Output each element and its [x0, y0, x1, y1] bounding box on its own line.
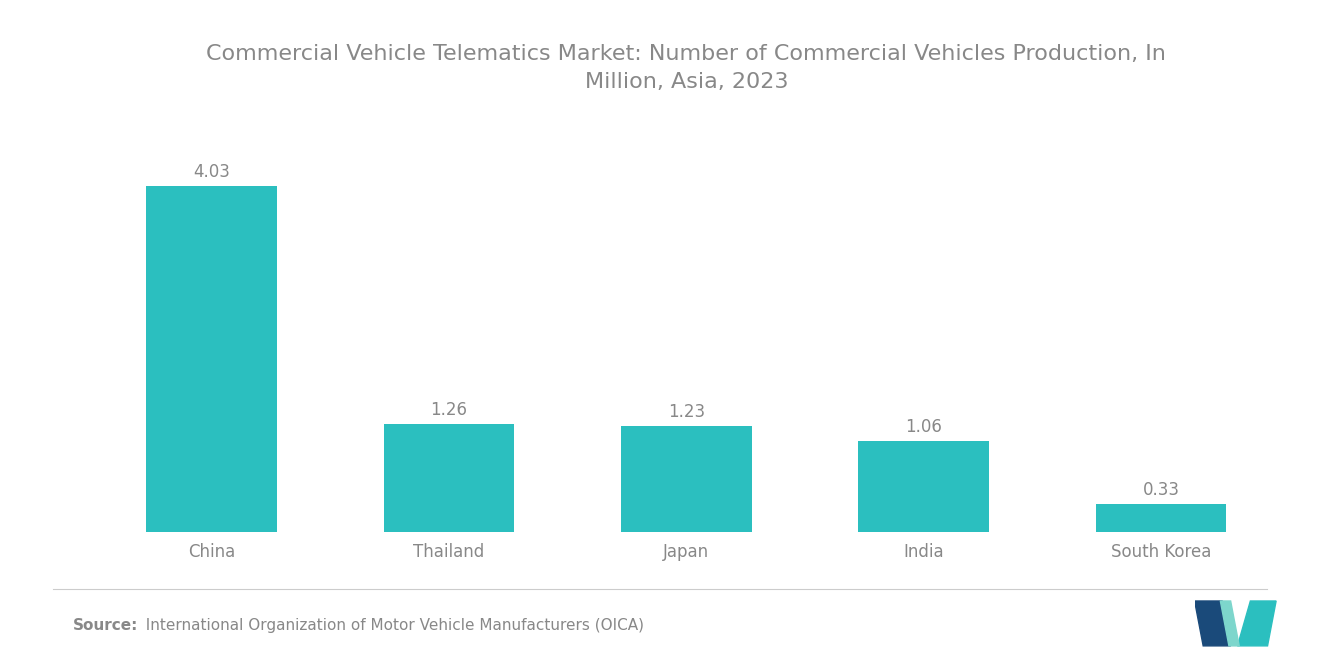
- Bar: [622, 426, 751, 532]
- Text: 1.06: 1.06: [906, 418, 942, 436]
- Polygon shape: [1195, 601, 1230, 646]
- Polygon shape: [1238, 601, 1276, 646]
- Text: 1.23: 1.23: [668, 403, 705, 421]
- Bar: [147, 186, 277, 532]
- Bar: [384, 424, 515, 532]
- Text: Source:: Source:: [73, 618, 139, 632]
- Polygon shape: [1221, 601, 1239, 646]
- Text: International Organization of Motor Vehicle Manufacturers (OICA): International Organization of Motor Vehi…: [136, 618, 644, 632]
- Bar: [1096, 503, 1226, 532]
- Title: Commercial Vehicle Telematics Market: Number of Commercial Vehicles Production, : Commercial Vehicle Telematics Market: Nu…: [206, 44, 1167, 92]
- Text: 4.03: 4.03: [193, 163, 230, 181]
- Text: 0.33: 0.33: [1143, 481, 1180, 499]
- Text: 1.26: 1.26: [430, 400, 467, 419]
- Bar: [858, 441, 989, 532]
